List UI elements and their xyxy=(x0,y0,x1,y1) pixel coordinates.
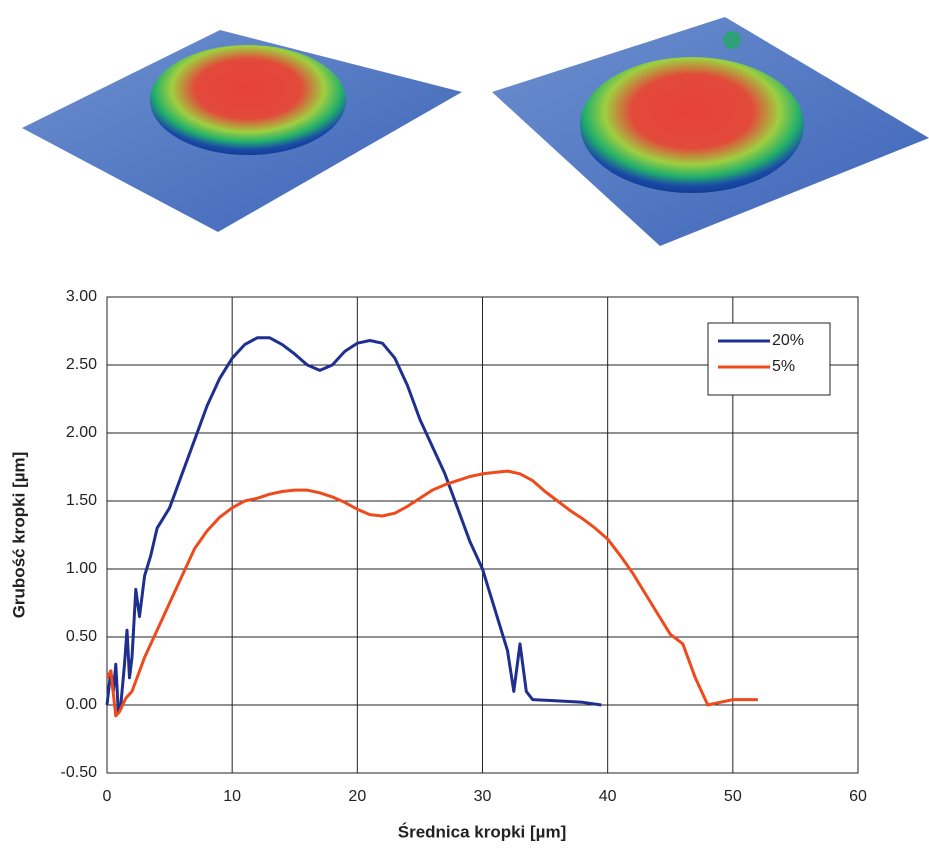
x-tick-label: 40 xyxy=(599,788,617,805)
x-tick-label: 30 xyxy=(474,788,492,805)
x-tick-label: 60 xyxy=(849,788,867,805)
y-tick-label: 2.50 xyxy=(66,356,97,373)
x-tick-label: 20 xyxy=(348,788,366,805)
legend-label: 5% xyxy=(772,358,795,375)
y-tick-label: 2.00 xyxy=(66,424,97,441)
legend-label: 20% xyxy=(772,332,804,349)
x-axis-label: Średnica kropki [µm] xyxy=(398,822,567,841)
x-tick-label: 50 xyxy=(724,788,742,805)
y-tick-label: 0.50 xyxy=(66,628,97,645)
y-tick-label: 3.00 xyxy=(66,288,97,305)
line-series xyxy=(105,469,758,718)
y-axis-label: Grubość kropki [µm] xyxy=(9,452,28,619)
surface-image-left xyxy=(22,30,462,232)
y-tick-label: 1.00 xyxy=(66,560,97,577)
x-tick-label: 0 xyxy=(103,788,112,805)
x-tick-label: 10 xyxy=(223,788,241,805)
y-tick-label: 0.00 xyxy=(66,696,97,713)
legend-box xyxy=(707,322,831,396)
surface-image-right xyxy=(492,17,929,246)
y-tick-label: -0.50 xyxy=(61,764,98,781)
y-tick-label: 1.50 xyxy=(66,492,97,509)
line-series xyxy=(105,336,602,714)
